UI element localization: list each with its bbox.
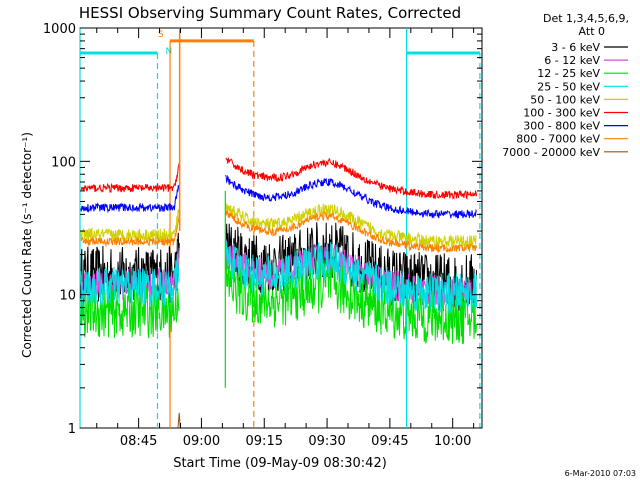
y-tick-label: 100 (51, 155, 76, 170)
series-line-6 (80, 184, 180, 214)
x-tick-label: 08:45 (120, 434, 157, 449)
x-tick-label: 10:00 (434, 434, 471, 449)
x-axis: 08:45 09:00 09:15 09:30 09:45 10:00 (96, 28, 475, 449)
x-tick-label: 09:45 (371, 434, 408, 449)
series-line-7 (80, 214, 180, 248)
legend-entry-6: 300 - 800 keV (523, 120, 600, 133)
series-line-5 (80, 162, 180, 194)
series-line-7 (225, 210, 477, 254)
series-line-3 (80, 254, 180, 307)
plot-area: NS (79, 27, 483, 429)
legend-entry-8: 7000 - 20000 keV (502, 146, 600, 159)
y-tick-label: 1 (68, 422, 76, 437)
legend-entry-5: 100 - 300 keV (523, 107, 600, 120)
series-line-5 (225, 156, 477, 201)
footer-timestamp: 6-Mar-2010 07:03 (565, 469, 636, 478)
legend-entry-7: 800 - 7000 keV (516, 133, 600, 146)
chart-title: HESSI Observing Summary Count Rates, Cor… (79, 4, 461, 22)
series-line-4 (80, 209, 180, 243)
x-axis-label: Start Time (09-May-09 08:30:42) (173, 456, 387, 471)
legend-entry-4: 50 - 100 keV (530, 93, 600, 106)
series-line-3 (225, 240, 477, 314)
series-line-6 (225, 174, 477, 220)
x-tick-label: 09:30 (308, 434, 345, 449)
legend-entry-1: 6 - 12 keV (544, 54, 600, 67)
saa-flag-label: S (158, 30, 164, 40)
legend-entry-2: 12 - 25 keV (537, 67, 600, 80)
y-axis-label: Corrected Count Rate (s⁻¹ detector⁻¹) (20, 132, 34, 358)
legend-header: Att 0 (579, 25, 605, 38)
y-tick-label: 10 (59, 289, 76, 304)
series-line-8 (177, 412, 181, 429)
night-flag-label: N (165, 47, 172, 57)
legend-entry-0: 3 - 6 keV (551, 41, 600, 54)
x-tick-label: 09:15 (246, 434, 283, 449)
series-line-1 (225, 239, 477, 307)
y-tick-label: 1000 (43, 22, 76, 37)
legend-entry-3: 25 - 50 keV (537, 80, 600, 93)
legend-header: Det 1,3,4,5,6,9, (543, 12, 629, 25)
y-axis: 1 10 100 1000 (43, 22, 482, 437)
x-tick-label: 09:00 (183, 434, 220, 449)
